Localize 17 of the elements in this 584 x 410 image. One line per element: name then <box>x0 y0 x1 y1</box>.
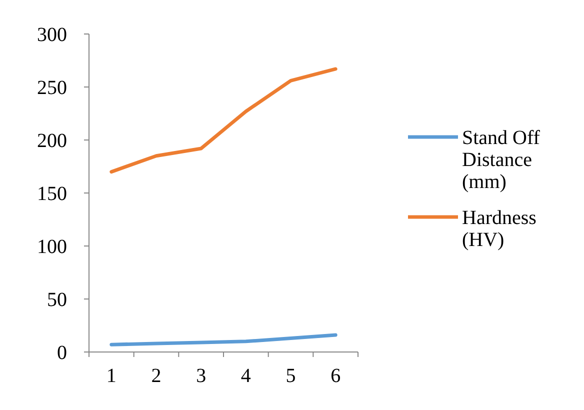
x-tick-label: 5 <box>286 365 296 387</box>
x-tick-label: 6 <box>330 365 341 387</box>
legend-label: Stand Off Distance (mm) <box>462 127 540 193</box>
y-tick-label: 150 <box>37 183 67 205</box>
line-series <box>110 333 338 346</box>
x-tick-label: 2 <box>151 365 162 387</box>
y-tick-label: 50 <box>47 289 67 311</box>
x-tick-label: 1 <box>106 365 116 387</box>
y-tick-label: 100 <box>37 236 67 258</box>
x-tick-label: 4 <box>240 365 251 387</box>
x-tick-label: 3 <box>196 365 206 387</box>
y-tick-label: 300 <box>37 24 67 46</box>
y-tick-label: 200 <box>37 130 67 152</box>
line-series <box>110 67 338 174</box>
y-tick-label: 250 <box>37 77 67 99</box>
legend-label: Hardness (HV) <box>462 207 537 251</box>
y-tick-label: 0 <box>57 342 67 364</box>
